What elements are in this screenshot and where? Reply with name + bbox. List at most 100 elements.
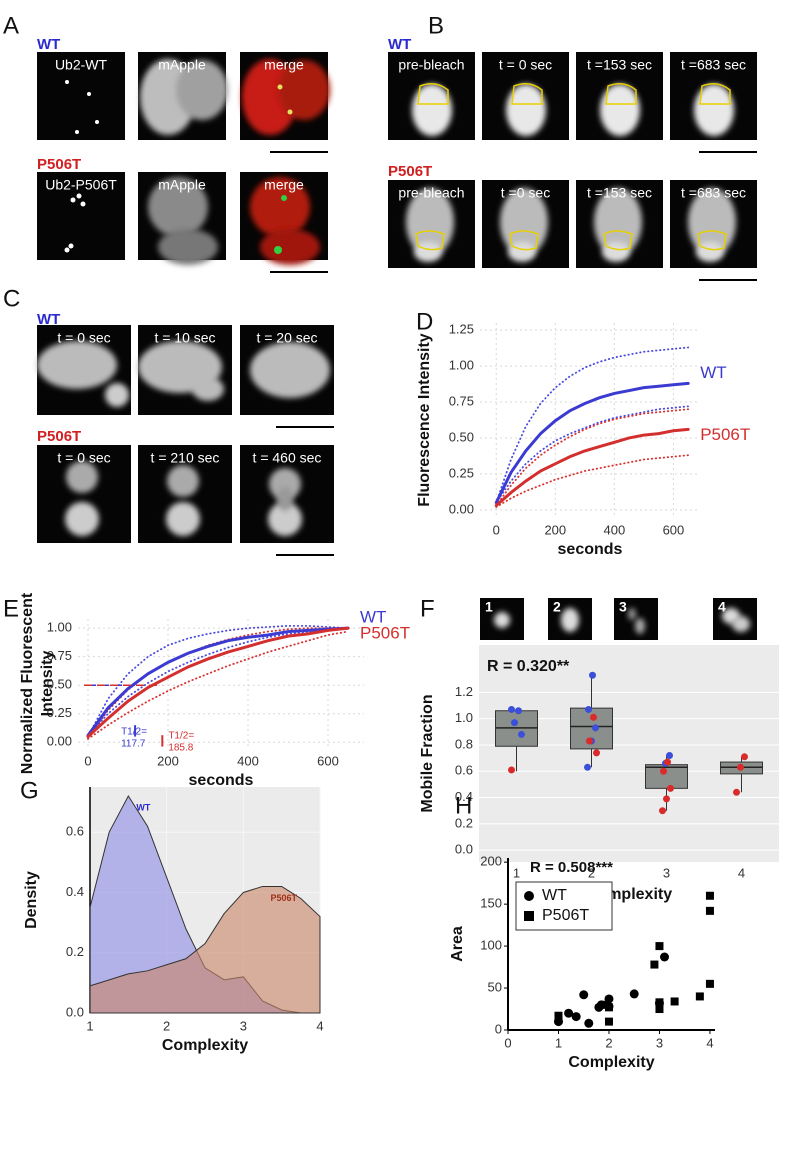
x-tick-label: 2	[588, 865, 595, 880]
y-axis-title: Area	[449, 926, 466, 962]
image-label: Ub2-WT	[55, 57, 108, 73]
blob	[260, 229, 320, 265]
point	[705, 906, 714, 915]
bleach-roi	[697, 230, 727, 251]
point	[660, 952, 670, 962]
x-tick-label: 0	[84, 753, 91, 768]
bleach-roi	[699, 83, 731, 105]
annotation: R = 0.320**	[487, 658, 570, 675]
annotation: T1/2=	[121, 727, 147, 738]
point	[589, 671, 596, 679]
image-label: t = 20 sec	[256, 330, 317, 346]
x-tick-label: 4	[738, 865, 745, 880]
point	[564, 1008, 574, 1018]
punctum	[75, 130, 79, 134]
y-tick-label: 150	[480, 896, 502, 911]
thumbnail	[614, 598, 658, 640]
punctum	[70, 197, 76, 203]
point	[659, 807, 666, 815]
image-label: mApple	[158, 177, 206, 193]
y-tick-label: 0.75	[47, 648, 72, 663]
point	[593, 749, 600, 757]
image-label: t =683 sec	[681, 57, 746, 73]
density-area	[89, 885, 321, 1014]
y-tick-label: 0.25	[47, 705, 72, 720]
punctum	[65, 80, 69, 84]
x-axis-title: seconds	[558, 541, 623, 558]
x-tick-label: 200	[157, 753, 179, 768]
annotation: 117.7	[121, 739, 146, 750]
plot-background	[479, 645, 779, 862]
point	[695, 992, 704, 1001]
y-tick-label: 100	[480, 938, 502, 953]
point	[515, 707, 522, 715]
panel-label: G	[20, 777, 39, 804]
y-tick-label: 0.25	[449, 465, 474, 480]
row-label: WT	[37, 36, 60, 53]
row-label: WT	[388, 36, 411, 53]
y-axis-title: Normalized Fluorescent	[19, 592, 36, 774]
y-tick-label: 0	[495, 1021, 502, 1036]
y-tick-label: 0.0	[455, 842, 473, 857]
x-tick-label: 2	[605, 1035, 612, 1050]
blob	[65, 502, 99, 536]
panel-label: A	[3, 12, 19, 39]
fit-curve	[494, 381, 690, 505]
point	[666, 751, 673, 759]
blob	[269, 468, 301, 500]
x-tick-label: 1	[555, 1035, 562, 1050]
series-label: WT	[360, 608, 386, 627]
x-axis-title: seconds	[189, 772, 254, 789]
annotation: T1/2=	[168, 731, 194, 742]
point	[705, 891, 714, 900]
series-label: P506T	[271, 893, 298, 903]
point	[584, 763, 591, 771]
y-tick-label: 1.0	[455, 710, 473, 725]
x-tick-label: 1	[513, 865, 520, 880]
point	[663, 795, 670, 803]
y-tick-label: 0.50	[449, 429, 474, 444]
series-label: WT	[136, 802, 150, 812]
legend-marker	[524, 911, 534, 921]
trace	[495, 454, 690, 508]
image-label: t = 460 sec	[253, 450, 322, 466]
blob	[176, 60, 228, 120]
blob	[148, 177, 208, 237]
image-label: t =683 sec	[681, 185, 746, 201]
thumbnail-label: 4	[718, 599, 726, 615]
point	[737, 763, 744, 771]
x-tick-label: 4	[316, 1018, 323, 1033]
point	[655, 998, 664, 1007]
point	[664, 758, 671, 766]
y-tick-label: 50	[488, 979, 502, 994]
x-tick-label: 0	[504, 1035, 511, 1050]
x-tick-label: 4	[706, 1035, 713, 1050]
y-axis-title: Mobile Fraction	[419, 694, 436, 812]
point	[604, 1003, 613, 1012]
blob	[66, 461, 98, 493]
legend-label: P506T	[542, 907, 589, 924]
blob	[105, 383, 129, 407]
image-label: t =0 sec	[501, 185, 550, 201]
y-tick-label: 0.8	[455, 736, 473, 751]
punctum	[274, 246, 282, 254]
bleach-roi	[603, 230, 633, 251]
y-tick-label: 0.2	[66, 944, 84, 959]
punctum	[76, 193, 82, 199]
series-label: P506T	[700, 425, 750, 444]
micrograph	[37, 52, 125, 140]
y-axis-title: Fluorescence Intensity	[416, 333, 433, 506]
image-label: pre-bleach	[398, 185, 464, 201]
bleach-roi	[417, 83, 449, 105]
blob	[192, 377, 224, 401]
row-label: WT	[37, 311, 60, 328]
point	[741, 753, 748, 761]
image-label: t = 0 sec	[57, 450, 110, 466]
point	[667, 784, 674, 792]
y-tick-label: 0.2	[455, 815, 473, 830]
point	[585, 705, 592, 713]
blob	[406, 188, 454, 256]
x-tick-label: 400	[237, 753, 259, 768]
point	[579, 990, 589, 1000]
